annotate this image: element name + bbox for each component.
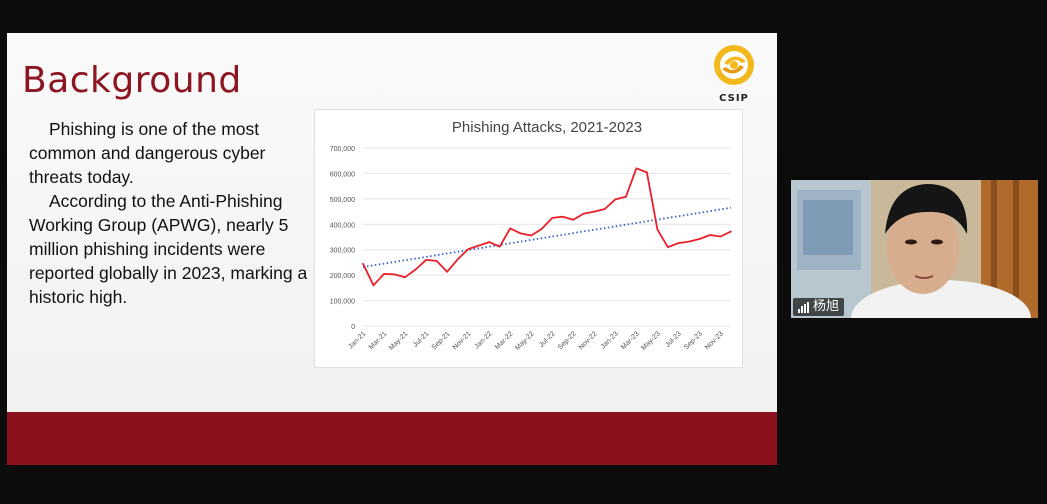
data-point [372,284,375,287]
slide-title: Background [22,60,242,101]
data-point [656,228,659,231]
data-point [698,238,701,240]
logo-text: CSIP [719,93,749,104]
data-point [604,208,606,210]
x-tick-label: Mar-23 [620,330,641,351]
data-point [688,240,690,243]
data-point [646,171,648,174]
x-tick-label: Nov-23 [704,330,725,351]
data-point [635,167,638,170]
data-point [498,245,501,248]
data-point [446,271,448,273]
data-point [456,258,459,261]
data-point [709,234,711,236]
data-point [414,268,417,271]
trendline [362,206,732,268]
data-point [625,196,627,198]
x-tick-label: Mar-22 [494,330,515,351]
data-point [404,276,406,278]
x-tick-label: Sep-23 [683,330,704,351]
data-point [509,227,511,230]
data-point [572,218,575,221]
data-point [362,262,364,265]
x-tick-label: Nov-21 [452,330,473,351]
chart-title: Phishing Attacks, 2021-2023 [452,119,642,136]
x-tick-label: Jul-22 [538,330,557,349]
paragraph-2: According to the Anti-Phishing Working G… [29,191,308,307]
data-point [519,232,522,235]
presentation-slide: Background CSIP Phishing is one of the m… [7,33,777,465]
series-line [362,167,732,287]
data-point [719,235,722,238]
y-tick-label: 600,000 [330,171,355,178]
data-point [677,242,680,244]
paragraph-1: Phishing is one of the most common and d… [29,119,266,187]
chart-svg: Phishing Attacks, 2021-2023 0 100,000 200,0… [330,119,732,352]
data-point [393,273,396,276]
x-tick-label: Sep-22 [557,330,578,351]
data-point [425,259,427,261]
y-tick-label: 500,000 [330,197,355,204]
data-point [562,215,564,218]
x-tick-label: Nov-22 [578,330,599,351]
csip-logo: CSIP [704,43,764,105]
participant-video-feed [791,180,1038,318]
y-tick-label: 700,000 [330,146,355,153]
y-tick-label: 100,000 [330,299,355,306]
y-tick-label: 300,000 [330,248,355,255]
csip-logo-icon [714,45,754,85]
phishing-chart: Phishing Attacks, 2021-2023 0 100,000 200,0… [314,109,743,368]
x-tick-label: May-21 [388,330,410,352]
participant-video-tile[interactable]: 杨旭 [791,180,1038,318]
x-tick-label: May-23 [640,330,662,352]
data-point [551,217,554,219]
x-tick-label: Jul-21 [412,330,431,349]
data-point [530,234,532,237]
x-tick-label: Jul-23 [664,330,683,349]
data-point [667,246,669,248]
data-point [730,230,732,233]
data-point [583,212,585,215]
y-tick-label: 200,000 [330,273,355,280]
y-tick-label: 400,000 [330,222,355,229]
data-point [435,260,438,262]
data-point [383,273,385,275]
data-point [488,241,490,243]
participant-name: 杨旭 [813,299,840,314]
data-point [540,228,543,230]
x-tick-label: May-22 [514,330,536,352]
x-tick-label: Sep-21 [431,330,452,351]
slide-body-text: Phishing is one of the most common and d… [29,117,319,309]
x-tick-label: Jan-22 [473,330,493,350]
x-tick-label: Jan-21 [347,330,367,350]
slide-footer-bar [7,412,777,465]
data-point [467,248,469,250]
data-point [614,198,617,201]
x-tick-label: Mar-21 [368,330,389,351]
x-tick-label: Jan-23 [600,330,620,350]
data-point [593,210,596,213]
y-tick-label: 0 [351,324,355,331]
signal-bars-icon [798,301,809,313]
data-point [477,244,480,247]
participant-name-tag: 杨旭 [793,298,845,316]
